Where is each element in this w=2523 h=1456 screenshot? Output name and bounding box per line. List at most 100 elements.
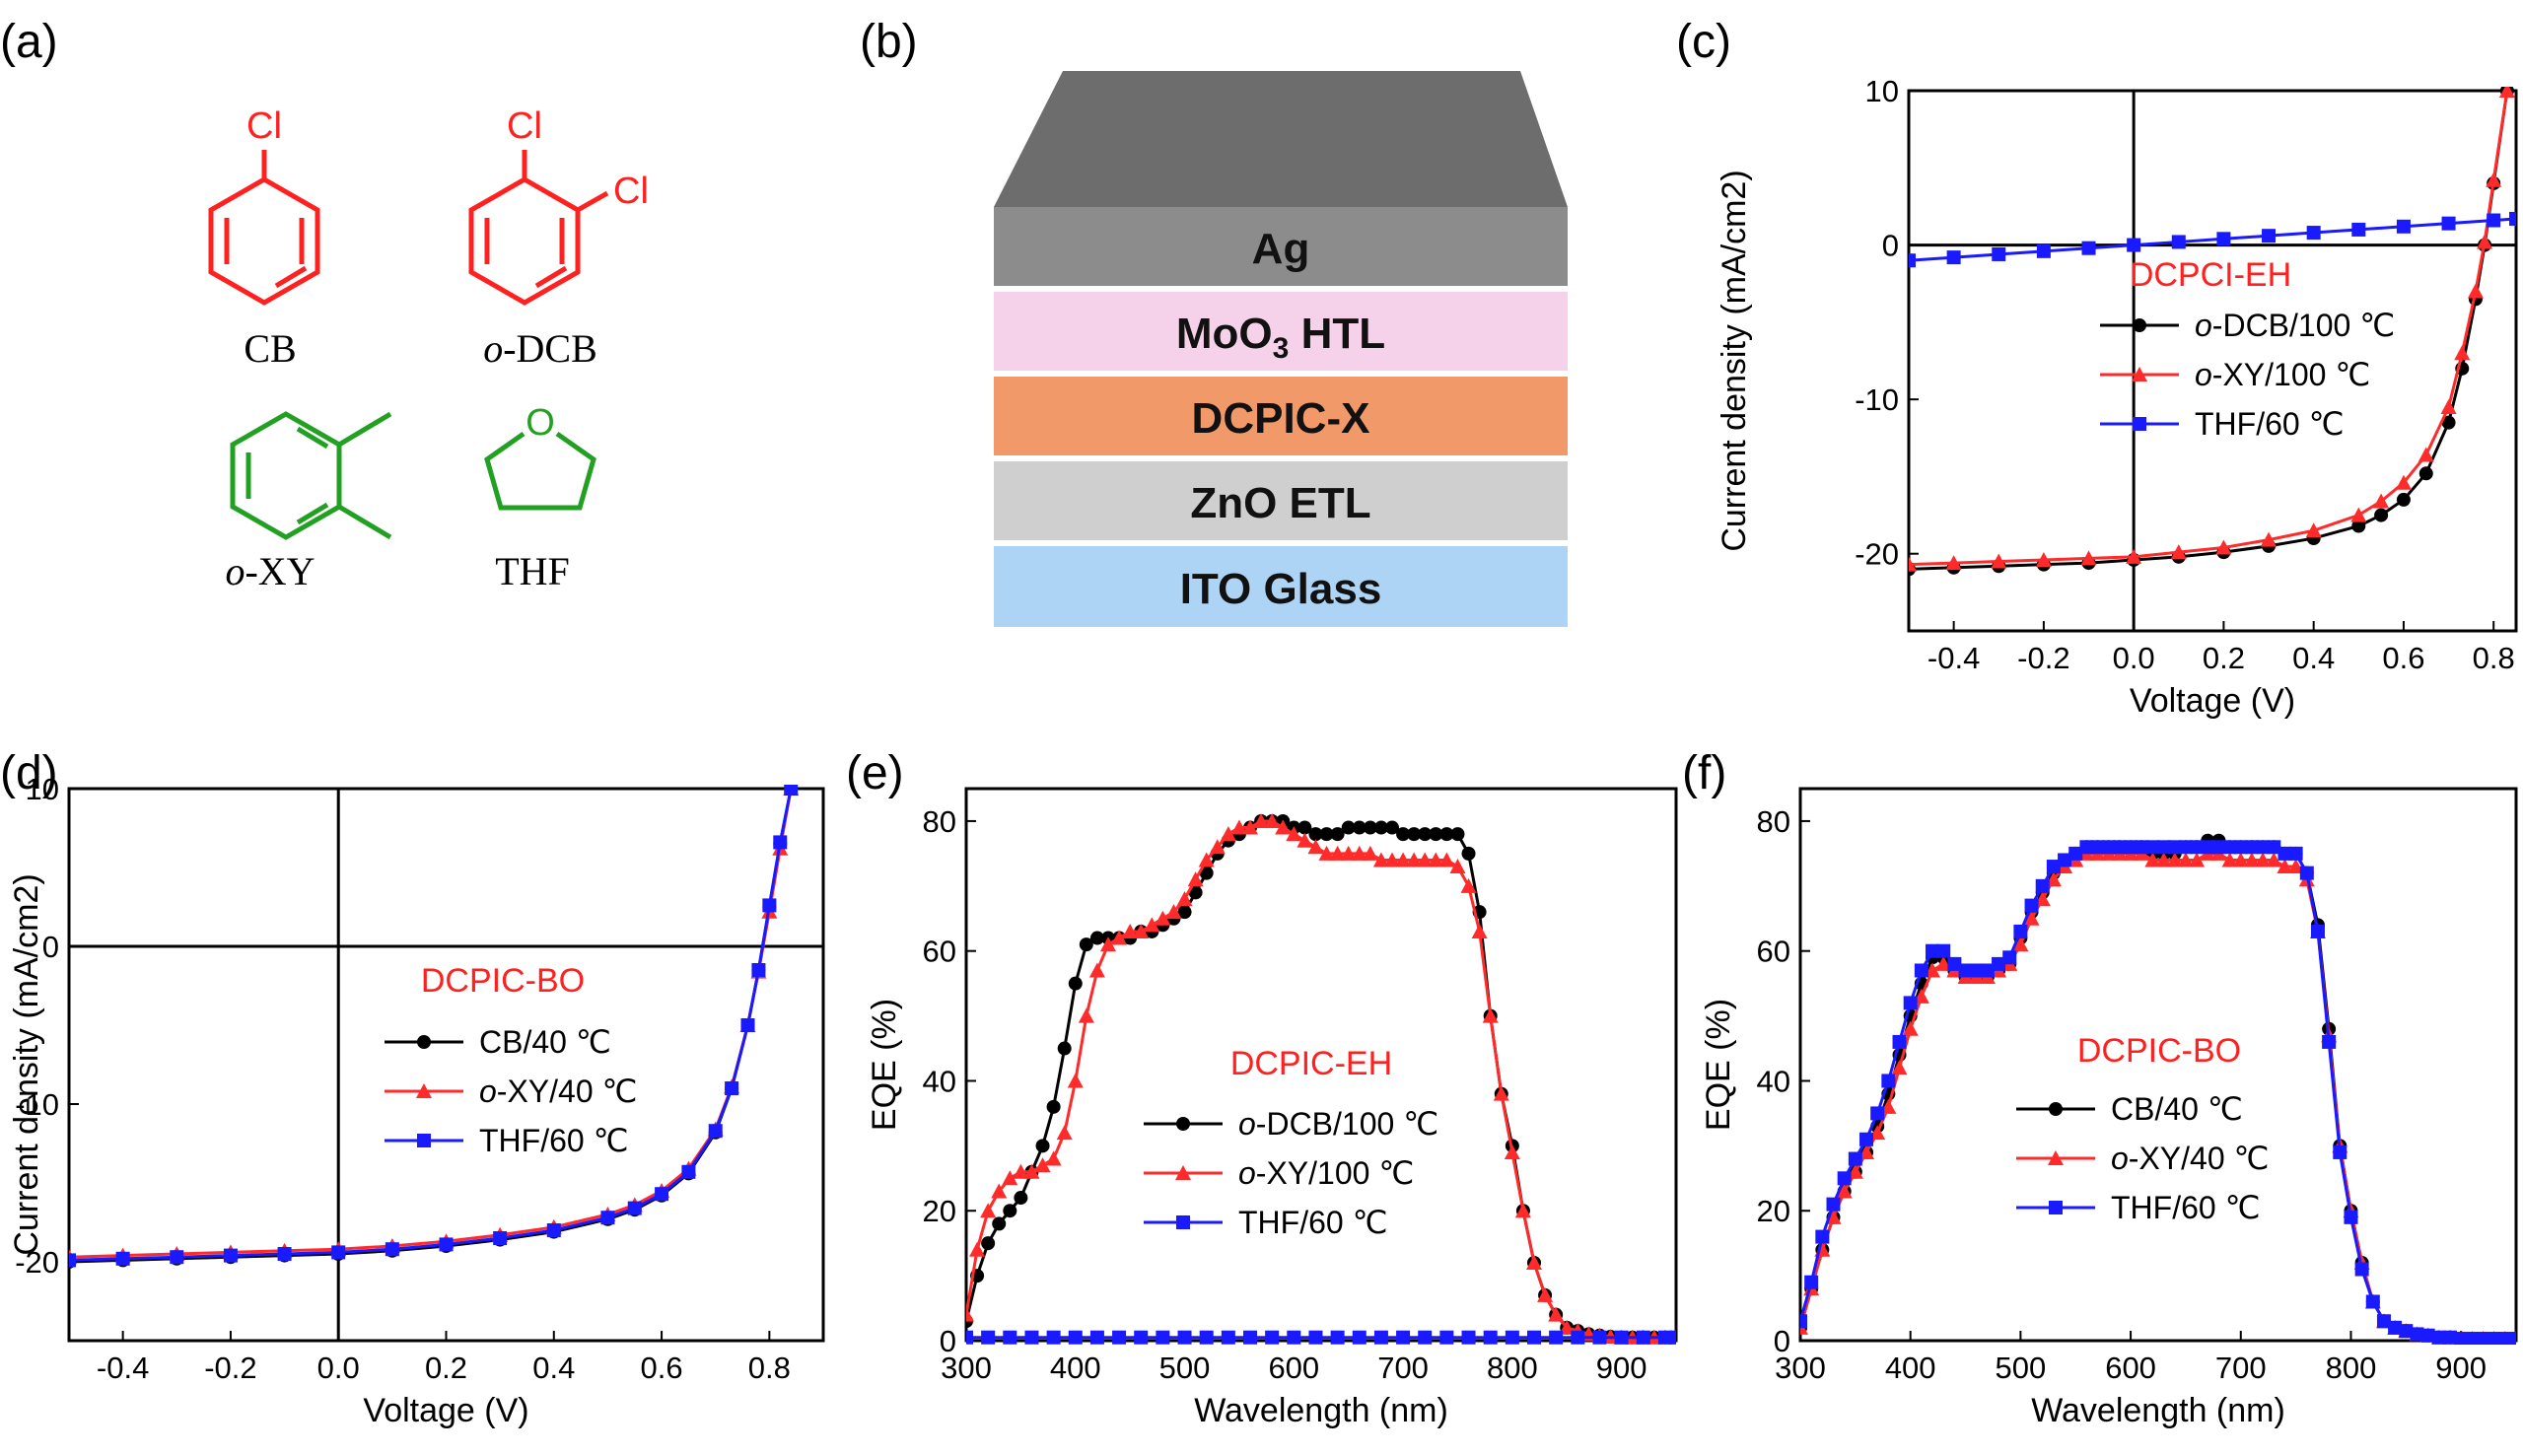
data-point bbox=[2410, 1327, 2424, 1342]
x-tick-label: 600 bbox=[2105, 1351, 2156, 1385]
data-point bbox=[2190, 840, 2205, 855]
data-point bbox=[1068, 976, 1083, 991]
data-point bbox=[2333, 1144, 2348, 1159]
x-tick-label: 400 bbox=[1885, 1351, 1936, 1385]
series-line bbox=[1909, 90, 2509, 571]
data-point bbox=[1439, 827, 1454, 842]
data-point bbox=[1341, 820, 1356, 835]
data-point bbox=[1438, 852, 1455, 867]
data-point bbox=[1836, 1183, 1853, 1199]
data-point bbox=[2287, 859, 2304, 874]
data-point bbox=[2221, 852, 2238, 867]
data-point bbox=[1199, 866, 1214, 880]
data-point bbox=[2418, 466, 2433, 481]
data-point bbox=[331, 1245, 346, 1260]
legend-marker bbox=[416, 1083, 432, 1098]
x-tick-label: 800 bbox=[1487, 1351, 1538, 1385]
data-point bbox=[2216, 232, 2231, 246]
legend-label: THF/60 ℃ bbox=[1238, 1205, 1388, 1240]
italic-prefix: o bbox=[483, 326, 503, 371]
data-point bbox=[762, 898, 777, 913]
legend-label-prefix: o bbox=[1238, 1155, 1256, 1191]
data-point bbox=[740, 1018, 755, 1032]
data-point bbox=[1318, 845, 1335, 861]
y-tick-label: 60 bbox=[1757, 935, 1790, 969]
layer-moo3 bbox=[994, 292, 1568, 371]
data-point bbox=[1406, 852, 1423, 867]
chart-panel-e: (e) 300 400 500 600 700 800 900 0 20 40 60 80 Wavelen… bbox=[846, 747, 1678, 1429]
data-point bbox=[2171, 235, 2186, 249]
data-point bbox=[2045, 871, 2062, 887]
data-point bbox=[1100, 936, 1116, 952]
x-axis-label: Wavelength (nm) bbox=[1194, 1392, 1448, 1429]
legend-marker bbox=[1175, 1165, 1191, 1180]
y-tick-label: -10 bbox=[15, 1087, 59, 1122]
data-point bbox=[2101, 840, 2116, 855]
data-point bbox=[2166, 852, 2183, 867]
data-point bbox=[991, 1183, 1008, 1199]
legend-label: o-DCB/100 ℃ bbox=[1238, 1106, 1438, 1142]
x-tick-label: -0.4 bbox=[97, 1351, 149, 1385]
name-suffix: -DCB bbox=[503, 326, 597, 371]
data-point bbox=[980, 1203, 997, 1218]
data-point bbox=[2189, 852, 2206, 867]
data-point bbox=[1177, 905, 1192, 920]
data-point bbox=[1286, 826, 1302, 842]
data-point bbox=[1330, 827, 1345, 842]
legend-marker bbox=[2049, 1201, 2063, 1214]
data-point bbox=[2215, 539, 2232, 555]
y-tick-label: 0 bbox=[1774, 1324, 1790, 1358]
y-tick-label: 60 bbox=[923, 935, 956, 969]
data-point bbox=[1395, 852, 1412, 867]
data-point bbox=[1340, 845, 1357, 861]
plot-area bbox=[966, 812, 1676, 1345]
y-axis-label: Current density (mA/cm2) bbox=[8, 873, 45, 1255]
x-tick-label: 900 bbox=[2435, 1351, 2487, 1385]
molecule-thf: O bbox=[484, 402, 596, 511]
series-circle bbox=[1800, 833, 2516, 1345]
series-square bbox=[966, 1330, 1676, 1345]
x-tick-label: -0.2 bbox=[2017, 641, 2069, 675]
data-point bbox=[1548, 1306, 1565, 1322]
legend-marker bbox=[2133, 318, 2146, 332]
data-point bbox=[2256, 840, 2271, 855]
data-point bbox=[2278, 846, 2292, 861]
data-point bbox=[1002, 1170, 1018, 1186]
data-point bbox=[1909, 253, 1916, 268]
data-point bbox=[1221, 1330, 1235, 1345]
data-point bbox=[1045, 1150, 1062, 1166]
data-point bbox=[773, 835, 788, 850]
data-point bbox=[1122, 923, 1139, 938]
data-point bbox=[1089, 1330, 1104, 1345]
data-point bbox=[1014, 1191, 1028, 1206]
data-point bbox=[1088, 962, 1105, 978]
data-point bbox=[2090, 840, 2105, 855]
data-point bbox=[170, 1250, 184, 1265]
data-point bbox=[1892, 1034, 1907, 1049]
x-tick-label: 700 bbox=[1377, 1351, 1429, 1385]
data-point bbox=[1881, 1074, 1896, 1088]
data-point bbox=[2399, 1324, 2414, 1339]
x-tick-label: 0.0 bbox=[317, 1351, 360, 1385]
x-tick-label: 0.8 bbox=[748, 1351, 791, 1385]
data-point bbox=[1003, 1330, 1017, 1345]
name-suffix: -XY bbox=[245, 549, 315, 593]
data-point bbox=[1947, 956, 1962, 971]
data-point bbox=[1991, 553, 2007, 569]
data-point bbox=[1024, 1330, 1039, 1345]
y-tick-label: 0 bbox=[1882, 229, 1899, 263]
data-point bbox=[2350, 507, 2367, 522]
data-point bbox=[1176, 891, 1193, 906]
series-square bbox=[1909, 211, 2516, 268]
layer-ito bbox=[994, 546, 1568, 627]
data-point bbox=[1373, 820, 1388, 835]
data-point bbox=[1837, 1171, 1852, 1186]
data-point bbox=[1057, 1041, 1072, 1056]
legend-label: o-XY/40 ℃ bbox=[479, 1074, 637, 1109]
oxygen-label: O bbox=[526, 402, 555, 444]
data-point bbox=[1003, 1204, 1017, 1218]
data-point bbox=[1945, 555, 1962, 571]
data-point bbox=[1903, 996, 1918, 1010]
data-point bbox=[1275, 819, 1292, 835]
